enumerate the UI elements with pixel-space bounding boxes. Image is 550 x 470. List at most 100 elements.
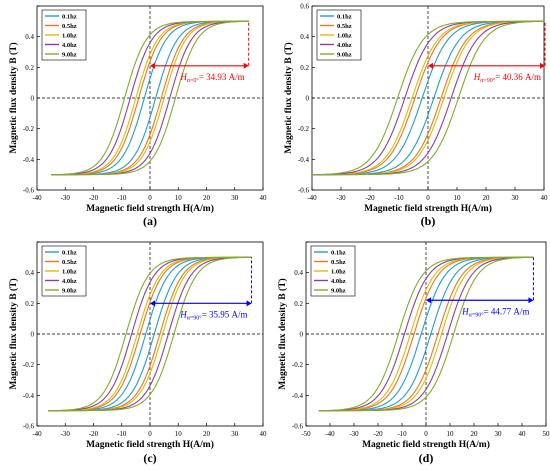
legend-label: 0.1hz [62,14,77,21]
x-tick-label: 20 [203,430,211,438]
legend-label: 0.1hz [337,14,352,21]
y-axis-label: Magnetic flux density B (T) [283,42,294,153]
series-line-9.0hz [318,256,534,412]
y-tick-label: 0.4 [300,33,309,41]
x-tick-label: -10 [117,194,127,202]
annotation-arrowhead-right [528,297,534,304]
x-tick-label: -10 [117,430,127,438]
x-tick-label: -30 [349,430,359,438]
y-tick-label: 0.2 [25,300,34,308]
x-tick-label: -30 [61,194,71,202]
y-tick-label: -0.2 [23,125,35,133]
x-tick-label: 10 [175,194,183,202]
y-tick-label: 0 [300,331,304,339]
x-tick-label: 10 [175,430,183,438]
series-line-9.0hz [48,256,252,412]
annotation-arrowhead-right [243,62,249,69]
annotation-label: Hα=90°= 35.95 A/m [179,309,247,321]
series-line-9.0hz [312,20,544,176]
series-line-9.0hz [318,256,534,412]
legend-label: 9.0hz [62,52,77,59]
x-tick-label: -30 [336,194,346,202]
x-tick-label: -50 [301,430,311,438]
legend-label: 0.1hz [331,250,346,257]
annotation-arrowhead-left [428,62,433,69]
x-tick-label: 30 [231,194,239,202]
x-tick-label: -40 [325,430,335,438]
legend-label: 4.0hz [62,278,77,285]
x-tick-label: -10 [397,430,407,438]
x-tick-label: 40 [541,194,549,202]
x-tick-label: -40 [32,430,42,438]
legend-label: 0.5hz [62,259,77,266]
y-tick-label: -0.4 [23,156,35,164]
y-tick-label: 0.4 [25,33,34,41]
y-tick-label: 0.4 [25,269,34,277]
y-tick-label: 0 [31,331,35,339]
legend-label: 0.1hz [62,250,77,257]
legend-label: 9.0hz [331,288,346,295]
x-tick-label: 30 [495,430,503,438]
curves-group [318,256,534,412]
y-tick-label: -0.6 [292,423,304,431]
x-tick-label: 30 [512,194,520,202]
legend-label: 9.0hz [62,288,77,295]
annotation-label: Hα=90°= 44.77 A/m [461,306,529,318]
y-tick-label: 0 [31,95,35,103]
x-tick-label: 50 [543,430,550,438]
y-tick-label: -0.4 [292,392,304,400]
x-tick-label: -40 [307,194,317,202]
x-tick-label: -10 [394,194,404,202]
panel-label: (b) [421,214,436,228]
annotation-label: Hα=0°= 34.93 A/m [179,72,244,84]
legend-label: 4.0hz [331,278,346,285]
x-tick-label: 20 [471,430,479,438]
y-tick-label: -0.2 [298,125,310,133]
y-axis-label: Magnetic flux density B (T) [8,278,19,389]
x-axis-label: Magnetic field strength H(A/m) [362,439,490,450]
x-tick-label: 40 [260,430,268,438]
x-tick-label: -20 [365,194,375,202]
x-tick-label: 30 [231,430,239,438]
x-tick-label: 0 [148,430,152,438]
legend-box [310,245,356,297]
x-tick-label: -20 [89,430,99,438]
y-tick-label: 0 [306,95,310,103]
annotation-arrowhead-left [150,300,155,307]
curves-group [312,20,544,176]
y-tick-label: -0.6 [298,187,310,195]
chart-panel-2: -40 -30 -20 -10 0 10 20 30 40 -0.6 -0.4 -0.2 0 0.2 0.4… [283,3,548,229]
annotation-label: Hα=90°= 40.36 A/m [473,72,541,84]
chart-panel-4: -50 -40 -30 -20 -10 0 10 20 30 40 50 -0.6 -0.4 -0.2 0 0… [277,241,550,465]
x-tick-label: 10 [447,430,455,438]
y-tick-label: -0.2 [23,361,35,369]
legend-label: 0.5hz [62,23,77,30]
y-tick-label: 0.2 [25,64,34,72]
x-axis-label: Magnetic field strength H(A/m) [86,439,214,450]
x-tick-label: -20 [89,194,99,202]
y-tick-label: 0.6 [300,3,309,11]
x-tick-label: 20 [203,194,211,202]
annotation-arrowhead-right [540,62,546,69]
chart-panel-1: -40 -30 -20 -10 0 10 20 30 40 -0.6 -0.4 -0.2 0 0.2 0.4… [8,5,267,228]
y-tick-label: -0.2 [292,361,304,369]
curves-group [48,256,252,412]
x-tick-label: -30 [61,430,71,438]
legend-label: 0.5hz [337,23,352,30]
curves-group [51,20,249,176]
y-axis-label: Magnetic flux density B (T) [277,278,288,389]
y-axis-label: Magnetic flux density B (T) [8,42,19,153]
x-tick-label: 0 [426,194,430,202]
y-tick-label: -0.6 [23,423,35,431]
legend-label: 1.0hz [331,269,346,276]
series-line-9.0hz [51,20,249,176]
legend-label: 4.0hz [337,42,352,49]
x-tick-label: 40 [519,430,527,438]
annotation-arrowhead-right [246,300,252,307]
x-axis-label: Magnetic field strength H(A/m) [364,203,492,214]
panel-label: (d) [419,451,434,465]
x-tick-label: -40 [32,194,42,202]
x-tick-label: 20 [483,194,491,202]
panel-label: (a) [143,214,157,228]
